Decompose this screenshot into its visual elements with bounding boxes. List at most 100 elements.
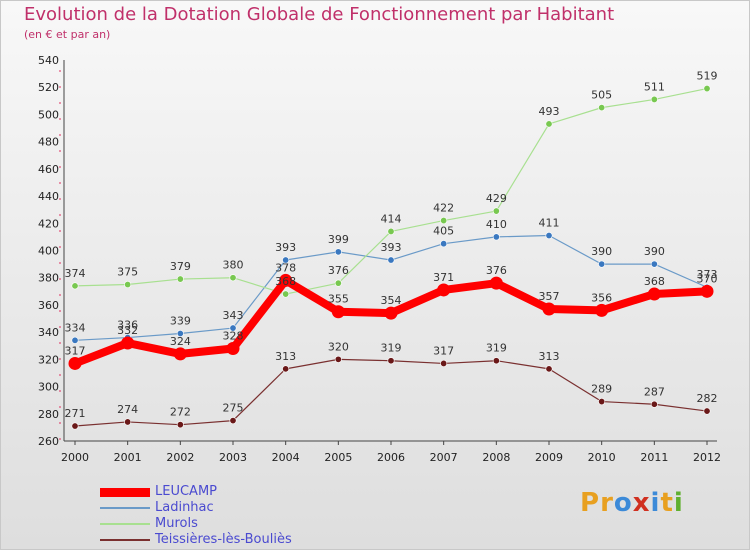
x-tick-label: 2000 xyxy=(61,451,89,464)
x-tick-label: 2008 xyxy=(482,451,510,464)
legend-label: LEUCAMP xyxy=(155,484,217,499)
data-point xyxy=(647,287,661,301)
data-point xyxy=(545,120,553,128)
data-label: 414 xyxy=(381,212,402,225)
data-label: 275 xyxy=(223,402,244,415)
data-point xyxy=(545,365,553,373)
y-tick-label: 400 xyxy=(38,245,59,258)
data-label: 357 xyxy=(539,290,560,303)
logo-letter: P xyxy=(580,488,601,518)
data-point xyxy=(229,274,237,282)
data-point xyxy=(384,306,398,320)
x-tick-label: 2003 xyxy=(219,451,247,464)
data-label: 399 xyxy=(328,233,349,246)
data-label: 343 xyxy=(223,309,244,322)
x-tick-label: 2001 xyxy=(114,451,142,464)
data-label: 274 xyxy=(117,403,138,416)
data-label: 390 xyxy=(644,245,665,258)
data-point xyxy=(124,418,132,426)
proxiti-logo: Proxiti xyxy=(580,488,684,518)
data-point xyxy=(489,276,503,290)
data-point xyxy=(387,357,395,365)
data-point xyxy=(334,279,342,287)
legend-swatch xyxy=(100,539,150,541)
data-point xyxy=(437,283,451,297)
data-label: 272 xyxy=(170,406,191,419)
data-label: 319 xyxy=(486,342,507,355)
data-label: 411 xyxy=(539,217,560,230)
data-label: 390 xyxy=(591,245,612,258)
data-label: 375 xyxy=(117,266,138,279)
data-label: 370 xyxy=(697,272,718,285)
data-point xyxy=(229,324,237,332)
data-label: 376 xyxy=(328,264,349,277)
data-label: 505 xyxy=(591,89,612,102)
data-label: 328 xyxy=(223,329,244,342)
y-tick-label: 320 xyxy=(38,353,59,366)
y-tick-label: 420 xyxy=(38,217,59,230)
data-point xyxy=(703,85,711,93)
data-label: 376 xyxy=(486,264,507,277)
y-tick-label: 500 xyxy=(38,108,59,121)
data-label: 317 xyxy=(433,344,454,357)
data-label: 317 xyxy=(65,344,86,357)
data-label: 282 xyxy=(697,392,718,405)
data-label: 319 xyxy=(381,342,402,355)
y-tick-label: 520 xyxy=(38,81,59,94)
data-label: 313 xyxy=(275,350,296,363)
data-point xyxy=(176,275,184,283)
legend-swatch xyxy=(100,507,150,509)
data-label: 378 xyxy=(275,261,296,274)
data-label: 324 xyxy=(170,335,191,348)
legend-label: Ladinhac xyxy=(155,500,214,515)
legend-label: Teissières-lès-Bouliès xyxy=(155,532,292,547)
data-label: 271 xyxy=(65,407,86,420)
data-label: 511 xyxy=(644,80,665,93)
data-point xyxy=(703,407,711,415)
data-label: 379 xyxy=(170,260,191,273)
x-tick-label: 2012 xyxy=(693,451,721,464)
y-tick-label: 260 xyxy=(38,435,59,448)
data-point xyxy=(176,421,184,429)
data-label: 393 xyxy=(381,241,402,254)
data-point xyxy=(226,341,240,355)
x-tick-label: 2006 xyxy=(377,451,405,464)
data-point xyxy=(334,248,342,256)
y-tick-label: 540 xyxy=(38,54,59,67)
legend-swatch xyxy=(100,487,150,497)
data-label: 368 xyxy=(275,275,296,288)
data-label: 393 xyxy=(275,241,296,254)
data-point xyxy=(440,217,448,225)
data-point xyxy=(387,256,395,264)
x-tick-label: 2004 xyxy=(272,451,300,464)
data-point xyxy=(173,347,187,361)
data-label: 332 xyxy=(117,324,138,337)
data-point xyxy=(650,95,658,103)
data-point xyxy=(282,290,290,298)
x-tick-label: 2011 xyxy=(640,451,668,464)
y-tick-label: 340 xyxy=(38,326,59,339)
data-label: 380 xyxy=(223,259,244,272)
chart-subtitle: (en € et par an) xyxy=(24,28,111,41)
data-label: 493 xyxy=(539,105,560,118)
data-label: 334 xyxy=(65,321,86,334)
data-label: 405 xyxy=(433,225,454,238)
logo-letter: i xyxy=(673,488,684,518)
logo-letter: x xyxy=(632,488,651,518)
y-tick-label: 280 xyxy=(38,408,59,421)
data-point xyxy=(124,281,132,289)
data-label: 336 xyxy=(117,319,138,332)
x-tick-label: 2009 xyxy=(535,451,563,464)
data-point xyxy=(331,305,345,319)
data-point xyxy=(71,422,79,430)
data-label: 371 xyxy=(433,271,454,284)
data-point xyxy=(598,398,606,406)
data-label: 410 xyxy=(486,218,507,231)
legend-label: Murols xyxy=(155,516,198,531)
x-tick-label: 2005 xyxy=(324,451,352,464)
y-tick-label: 480 xyxy=(38,136,59,149)
data-point xyxy=(492,357,500,365)
data-label: 287 xyxy=(644,385,665,398)
